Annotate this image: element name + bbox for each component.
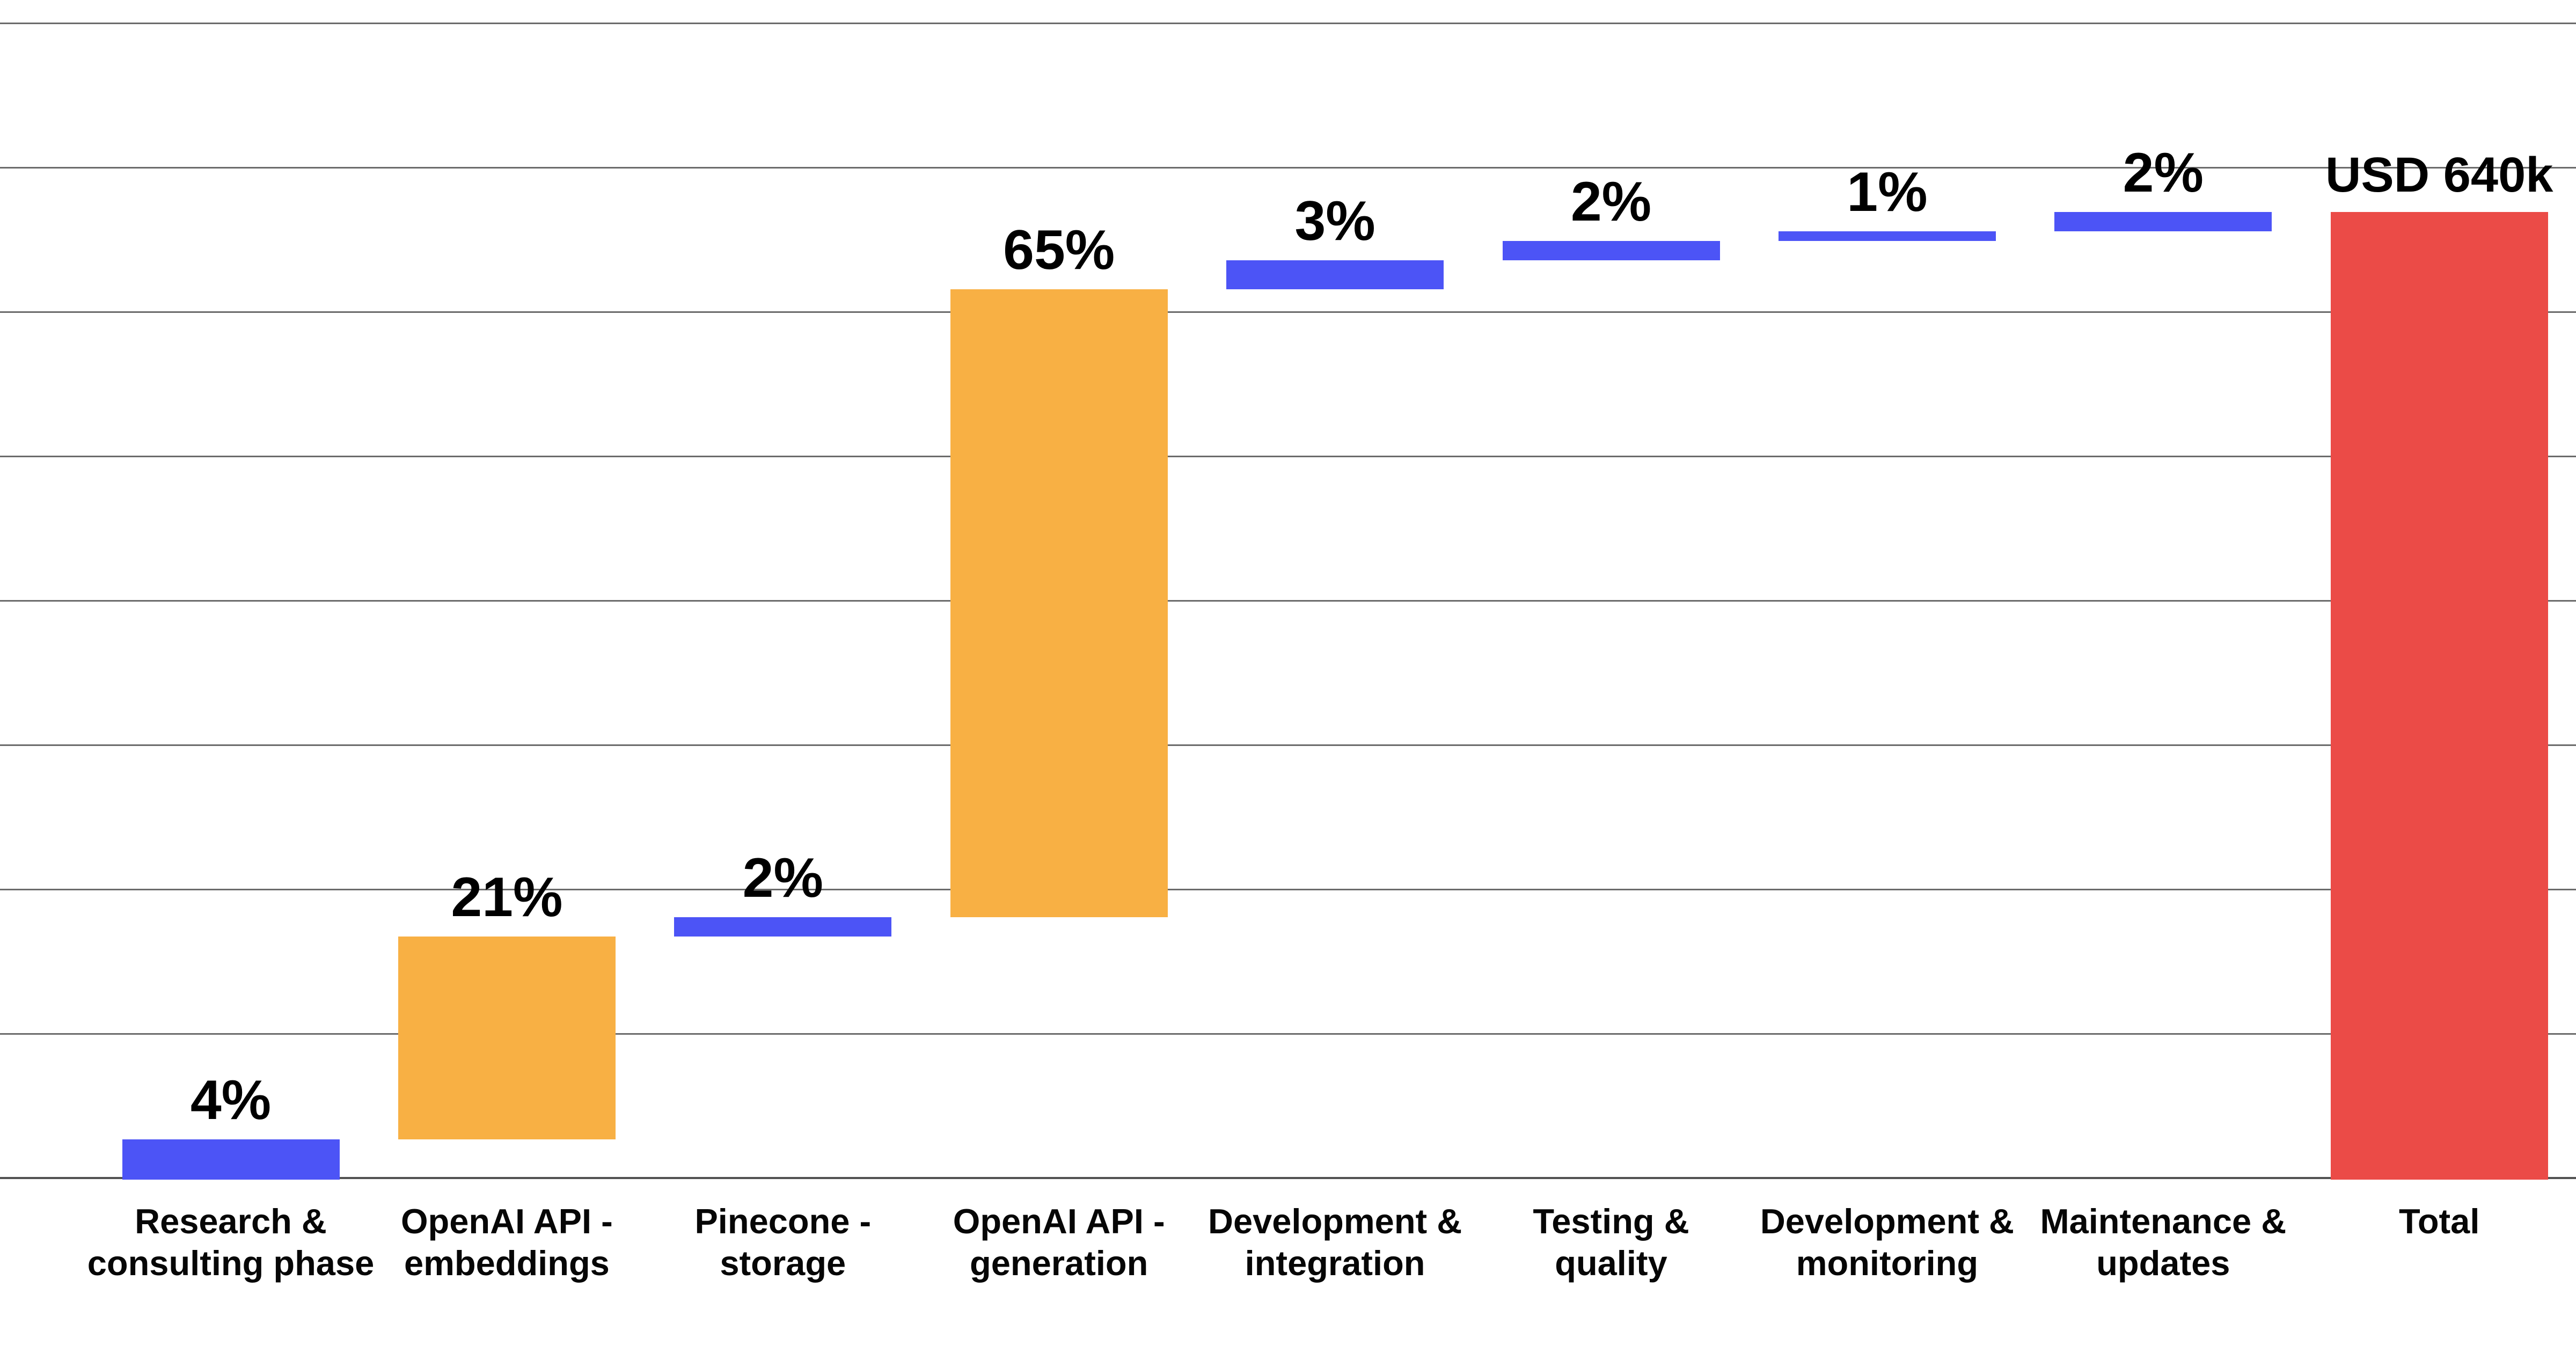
- bar-development-monitoring: [1778, 231, 1996, 241]
- category-label-openai-api-embeddings: OpenAI API - embeddings: [400, 1202, 613, 1283]
- bar-maintenance-updates: [2054, 212, 2272, 231]
- gridline: [0, 1033, 2576, 1035]
- gridline: [0, 600, 2576, 602]
- category-label-maintenance-updates: Maintenance & updates: [2040, 1202, 2287, 1283]
- value-label-total: USD 640k: [2325, 148, 2553, 202]
- value-label-openai-api-generation: 65%: [1003, 219, 1115, 281]
- category-label-research-consulting-phase: Research & consulting phase: [87, 1202, 375, 1283]
- value-label-openai-api-embeddings: 21%: [451, 866, 563, 928]
- value-label-pinecone-storage: 2%: [742, 847, 823, 909]
- gridline: [0, 23, 2576, 24]
- bar-openai-api-generation: [950, 289, 1168, 917]
- gridline: [0, 311, 2576, 313]
- value-label-testing-quality: 2%: [1570, 171, 1652, 233]
- category-label-openai-api-generation: OpenAI API - generation: [953, 1202, 1165, 1283]
- gridline: [0, 167, 2576, 169]
- gridline: [0, 456, 2576, 457]
- value-label-maintenance-updates: 2%: [2123, 142, 2204, 204]
- bar-total: [2330, 212, 2548, 1180]
- bar-research-consulting-phase: [122, 1139, 340, 1180]
- gridline: [0, 744, 2576, 746]
- gridline: [0, 889, 2576, 890]
- x-axis-line: [0, 1177, 2576, 1179]
- category-label-testing-quality: Testing & quality: [1533, 1202, 1689, 1283]
- category-label-total: Total: [2398, 1202, 2480, 1241]
- bar-openai-api-embeddings: [398, 937, 616, 1139]
- bar-pinecone-storage: [674, 917, 892, 937]
- bar-testing-quality: [1502, 241, 1720, 260]
- value-label-research-consulting-phase: 4%: [190, 1069, 272, 1131]
- category-label-pinecone-storage: Pinecone - storage: [694, 1202, 872, 1283]
- bar-development-integration: [1226, 260, 1444, 289]
- category-label-development-monitoring: Development & monitoring: [1760, 1202, 2014, 1283]
- value-label-development-monitoring: 1%: [1847, 161, 1928, 223]
- category-label-development-integration: Development & integration: [1208, 1202, 1462, 1283]
- value-label-development-integration: 3%: [1294, 190, 1375, 252]
